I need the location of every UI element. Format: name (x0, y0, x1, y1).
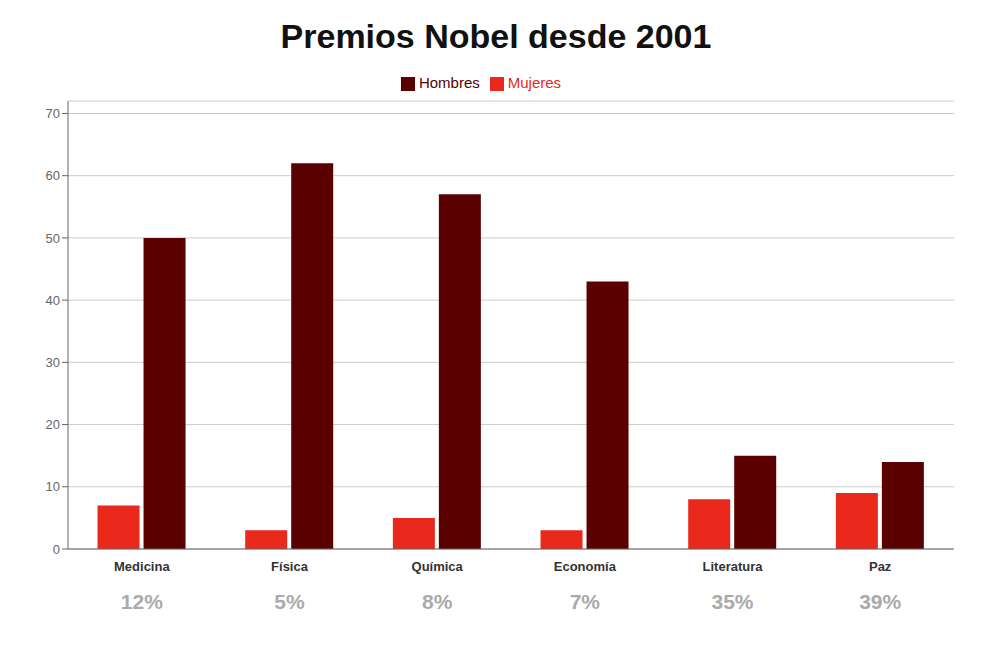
svg-text:40: 40 (46, 293, 60, 308)
svg-text:8%: 8% (422, 590, 453, 613)
svg-text:Paz: Paz (869, 559, 892, 574)
svg-text:0: 0 (53, 542, 60, 557)
svg-text:5%: 5% (274, 590, 305, 613)
svg-text:Literatura: Literatura (703, 559, 764, 574)
html-text:Hombres: Hombres (418, 74, 480, 91)
svg-text:Química: Química (412, 559, 464, 574)
svg-text:50: 50 (46, 231, 60, 246)
svg-text:10: 10 (46, 479, 60, 494)
svg-text:20: 20 (46, 417, 60, 432)
html-text:Premios Nobel desde 2001: Premios Nobel desde 2001 (280, 17, 712, 55)
html-text:Mujeres: Mujeres (507, 74, 562, 91)
svg-text:70: 70 (46, 106, 60, 121)
svg-text:Física: Física (271, 559, 309, 574)
svg-text:39%: 39% (859, 590, 901, 613)
svg-text:Medicina: Medicina (114, 559, 170, 574)
svg-text:Economía: Economía (554, 559, 617, 574)
svg-text:60: 60 (46, 168, 60, 183)
svg-text:35%: 35% (711, 590, 753, 613)
svg-text:7%: 7% (570, 590, 601, 613)
svg-text:30: 30 (46, 355, 60, 370)
svg-text:12%: 12% (121, 590, 163, 613)
